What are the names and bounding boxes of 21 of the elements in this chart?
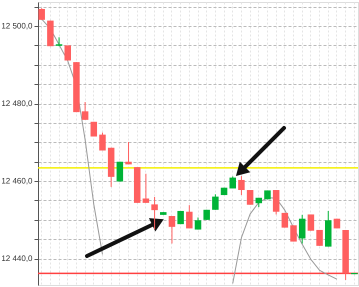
candlestick bbox=[272, 190, 280, 215]
candlestick bbox=[316, 229, 323, 246]
y-tick-label: 12 480,0 bbox=[1, 99, 34, 108]
y-tick-label: 12 440,0 bbox=[1, 254, 34, 264]
candlestick bbox=[151, 196, 158, 230]
candlestick bbox=[142, 173, 150, 204]
candlestick bbox=[212, 194, 219, 210]
candlestick bbox=[82, 102, 88, 120]
candlestick bbox=[194, 217, 202, 230]
y-tick-label: 12 460,0 bbox=[1, 176, 34, 186]
candlestick bbox=[168, 215, 176, 244]
candlestick bbox=[99, 132, 106, 151]
candlestick bbox=[186, 204, 193, 229]
candlestick bbox=[246, 190, 254, 206]
candlestick bbox=[298, 214, 306, 244]
candlestick bbox=[238, 176, 245, 196]
candlestick bbox=[334, 218, 340, 229]
candlestick bbox=[116, 161, 124, 182]
candlestick bbox=[125, 141, 132, 165]
candlestick bbox=[229, 176, 236, 189]
y-tick-label: 12 500,0 bbox=[1, 22, 34, 31]
